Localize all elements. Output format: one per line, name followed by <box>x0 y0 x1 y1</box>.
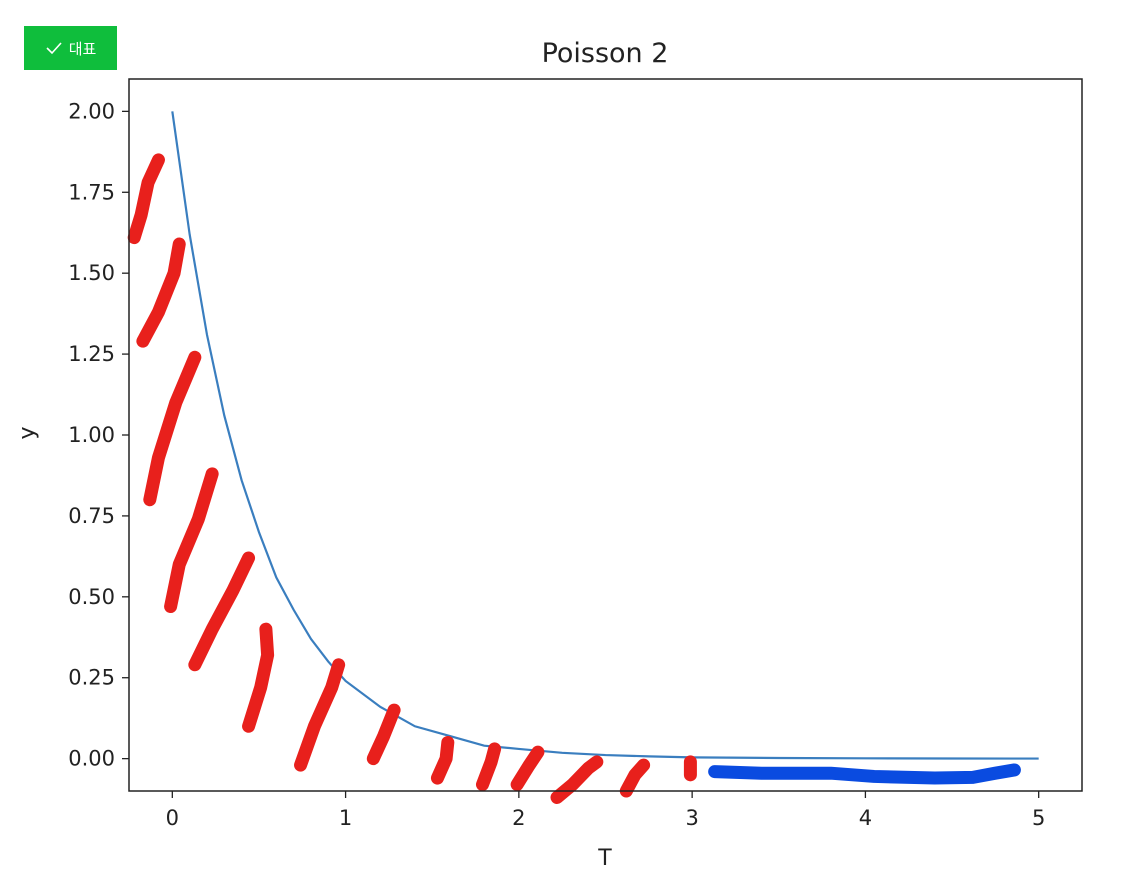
check-icon <box>46 42 62 55</box>
chart-title: Poisson 2 <box>542 38 669 69</box>
x-tick-label: 5 <box>1032 806 1045 830</box>
y-tick-label: 0.25 <box>68 666 115 690</box>
red-annotation-stroke-4 <box>188 551 256 672</box>
x-tick-label: 1 <box>339 806 352 830</box>
red-annotation-stroke-2 <box>143 350 202 507</box>
x-tick-label: 4 <box>859 806 872 830</box>
x-tick-label: 0 <box>166 806 179 830</box>
y-tick-label: 1.25 <box>68 342 115 366</box>
red-annotation-stroke-1 <box>136 237 186 348</box>
y-axis-label: y <box>15 426 40 439</box>
red-annotation-stroke-9 <box>475 742 502 792</box>
y-tick-label: 0.00 <box>68 747 115 771</box>
red-annotation-stroke-5 <box>242 622 275 733</box>
representative-badge[interactable]: 대표 <box>24 26 117 70</box>
y-tick-label: 0.50 <box>68 585 115 609</box>
blue-annotation-stroke-0 <box>708 763 1021 785</box>
red-annotation-stroke-0 <box>127 153 165 245</box>
y-tick-label: 1.50 <box>68 261 115 285</box>
y-tick-label: 2.00 <box>68 99 115 123</box>
x-tick-label: 2 <box>512 806 525 830</box>
red-annotation-stroke-3 <box>164 467 219 614</box>
x-tick-label: 3 <box>685 806 698 830</box>
y-tick-label: 1.75 <box>68 180 115 204</box>
red-annotation-stroke-10 <box>510 745 545 792</box>
red-annotation-stroke-11 <box>550 755 604 804</box>
red-annotation-stroke-7 <box>366 703 401 766</box>
red-annotation-stroke-12 <box>619 758 651 798</box>
x-axis-label: T <box>597 846 612 870</box>
y-tick-label: 1.00 <box>68 423 115 447</box>
series-line-0 <box>171 111 1039 760</box>
badge-label: 대표 <box>68 39 97 58</box>
y-tick-label: 0.75 <box>68 504 115 528</box>
red-annotation-stroke-6 <box>294 658 346 772</box>
red-annotation-stroke-8 <box>430 735 455 785</box>
plot-frame <box>128 78 1083 792</box>
